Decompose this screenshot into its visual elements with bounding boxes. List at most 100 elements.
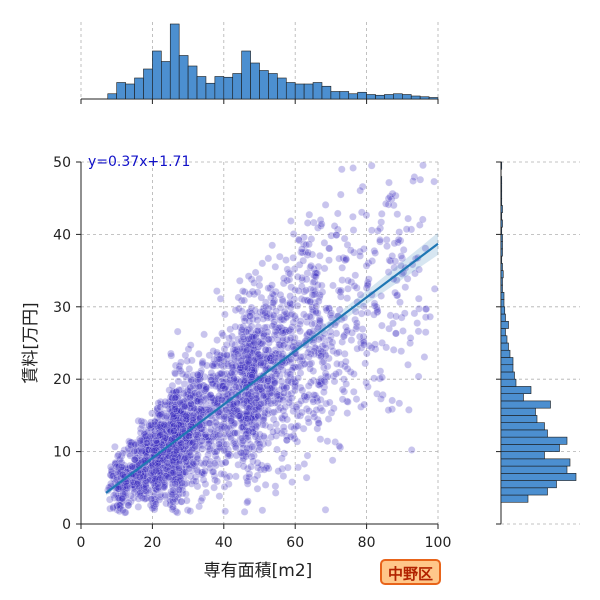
scatter-point (293, 437, 302, 446)
scatter-point (259, 432, 268, 441)
scatter-point (264, 254, 273, 263)
scatter-point (153, 439, 161, 447)
scatter-point (160, 420, 168, 429)
scatter-point (189, 382, 198, 390)
y-hist-bar (500, 248, 503, 257)
scatter-point (400, 309, 409, 318)
scatter-point (188, 416, 197, 425)
scatter-point (401, 283, 410, 292)
scatter-point (344, 276, 352, 285)
scatter-point (198, 359, 207, 367)
scatter-point (172, 507, 180, 516)
y-hist-bar (500, 219, 503, 228)
scatter-point (331, 438, 340, 446)
scatter-point (383, 242, 391, 250)
scatter-point (321, 340, 329, 349)
scatter-point (217, 470, 225, 478)
scatter-point (337, 165, 346, 174)
scatter-point (118, 494, 126, 503)
scatter-point (194, 371, 202, 379)
y-hist-bar (500, 277, 503, 286)
scatter-point (394, 235, 403, 244)
scatter-point (294, 463, 302, 472)
scatter-point (201, 385, 210, 394)
scatter-point (264, 377, 272, 385)
scatter-point (244, 497, 252, 506)
scatter-point (317, 220, 326, 228)
scatter-point (333, 209, 342, 218)
marginal-y-histogram (496, 161, 580, 525)
scatter-point (240, 288, 249, 296)
scatter-point (196, 397, 205, 406)
scatter-point (167, 351, 176, 360)
scatter-point (294, 422, 302, 430)
scatter-point (213, 477, 221, 486)
scatter-point (169, 450, 178, 459)
scatter-point (298, 245, 306, 253)
scatter-point (419, 161, 427, 170)
scatter-point (185, 464, 193, 473)
x-hist-bar (143, 68, 153, 100)
scatter-point (209, 467, 218, 476)
scatter-point (370, 301, 379, 310)
scatter-point (268, 241, 277, 250)
x-hist-bar (294, 83, 305, 100)
scatter-point (213, 336, 221, 344)
scatter-point (191, 442, 200, 451)
scatter-point (239, 462, 248, 471)
scatter-point (186, 507, 195, 515)
scatter-point (350, 370, 358, 378)
scatter-point (171, 479, 179, 488)
scatter-point (302, 473, 311, 482)
scatter-point (271, 353, 280, 362)
x-hist-bar (348, 93, 358, 100)
y-hist-bar (500, 234, 503, 242)
scatter-point (279, 423, 288, 432)
x-hist-bar (285, 82, 296, 100)
scatter-point (300, 460, 309, 468)
scatter-point (280, 411, 289, 420)
scatter-point (286, 269, 295, 278)
scatter-point (208, 379, 217, 388)
y-hist-bar (500, 205, 503, 213)
scatter-point (180, 402, 189, 411)
scatter-point (342, 255, 351, 264)
x-hist-bar (232, 73, 242, 100)
scatter-point (343, 409, 352, 417)
scatter-point (235, 276, 244, 285)
x-tick-label: 40 (215, 535, 233, 551)
x-hist-bar (419, 96, 430, 100)
scatter-point (170, 427, 178, 435)
scatter-point (215, 440, 223, 449)
scatter-point (271, 489, 280, 497)
scatter-point (296, 353, 305, 361)
x-hist-bar (393, 93, 403, 100)
y-hist-bar (500, 263, 503, 271)
scatter-point (294, 324, 303, 333)
scatter-point (280, 384, 288, 393)
x-hist-bar (312, 82, 323, 100)
scatter-point (367, 226, 376, 235)
scatter-point (376, 236, 384, 244)
scatter-point (242, 346, 251, 355)
scatter-point (350, 248, 358, 257)
y-hist-bar (500, 226, 503, 235)
scatter-point (287, 422, 296, 431)
y-hist-bar (500, 393, 524, 402)
scatter-point (306, 364, 315, 373)
scatter-point (274, 405, 283, 414)
scatter-point (213, 287, 221, 295)
scatter-point (351, 271, 360, 280)
scatter-point (316, 317, 324, 326)
scatter-point (305, 210, 314, 219)
scatter-point (201, 480, 210, 488)
scatter-point (233, 350, 242, 359)
scatter-point (317, 352, 326, 360)
scatter-point (404, 360, 412, 369)
scatter-point (269, 299, 277, 307)
scatter-point (253, 326, 262, 335)
scatter-point (415, 221, 424, 229)
scatter-point (367, 161, 376, 170)
x-hist-bar (339, 91, 350, 100)
